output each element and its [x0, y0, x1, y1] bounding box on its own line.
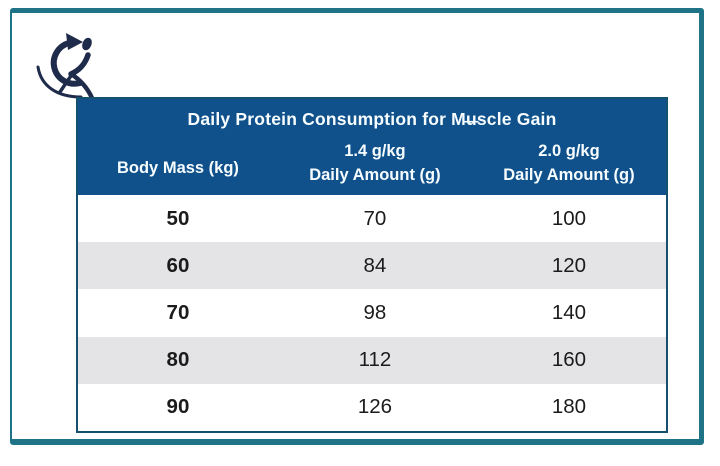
column-header-2-0gkg-line1: 2.0 g/kg	[538, 142, 600, 161]
column-header-2-0gkg-line2: Daily Amount (g)	[503, 166, 635, 184]
amount-1-4-value: 126	[357, 395, 393, 419]
table-row: 50 70 100	[78, 195, 666, 243]
amount-2-0-value: 120	[551, 253, 587, 277]
table-row: 60 84 120	[78, 242, 666, 290]
table-title: Daily Protein Consumption for Muscle Gai…	[187, 109, 557, 129]
body-mass-value: 50	[166, 206, 190, 230]
amount-1-4-value: 70	[363, 206, 387, 230]
body-mass-value: 70	[166, 301, 190, 324]
column-header-body-mass: Body Mass (kg)	[116, 159, 239, 178]
body-mass-value: 90	[166, 395, 190, 419]
running-figure-logo	[36, 33, 95, 101]
body-mass-value: 80	[166, 348, 190, 372]
amount-1-4-value: 84	[363, 253, 387, 277]
header-dash-separator: —	[462, 113, 479, 130]
table-row: 90 126 180	[78, 383, 666, 432]
table-row: 70 98 140	[78, 289, 666, 337]
amount-2-0-value: 180	[551, 395, 587, 419]
column-header-1-4gkg-line1: 1.4 g/kg	[344, 142, 406, 161]
column-header-1-4gkg-line2: Daily Amount (g)	[309, 166, 441, 184]
amount-1-4-value: 112	[358, 348, 392, 372]
amount-2-0-value: 160	[551, 348, 587, 372]
table-body: 50 70 100 60 84 120 70 98 140 80 112 160…	[78, 195, 666, 432]
arrow-icon	[66, 33, 83, 50]
protein-table: Daily Protein Consumption for Muscle Gai…	[76, 97, 668, 433]
amount-2-0-value: 100	[551, 206, 587, 230]
column-header-2-0gkg: 2.0 g/kg Daily Amount (g)	[472, 133, 666, 195]
body-mass-value: 60	[166, 253, 190, 277]
column-headers: Body Mass (kg) 1.4 g/kg Daily Amount (g)…	[78, 133, 666, 195]
amount-1-4-value: 98	[363, 301, 387, 324]
table-row: 80 112 160	[78, 336, 666, 384]
table-header: Daily Protein Consumption for Muscle Gai…	[78, 99, 666, 195]
decorative-frame: Daily Protein Consumption for Muscle Gai…	[10, 8, 704, 445]
amount-2-0-value: 140	[551, 301, 587, 324]
column-header-1-4gkg: 1.4 g/kg Daily Amount (g)	[278, 133, 472, 195]
